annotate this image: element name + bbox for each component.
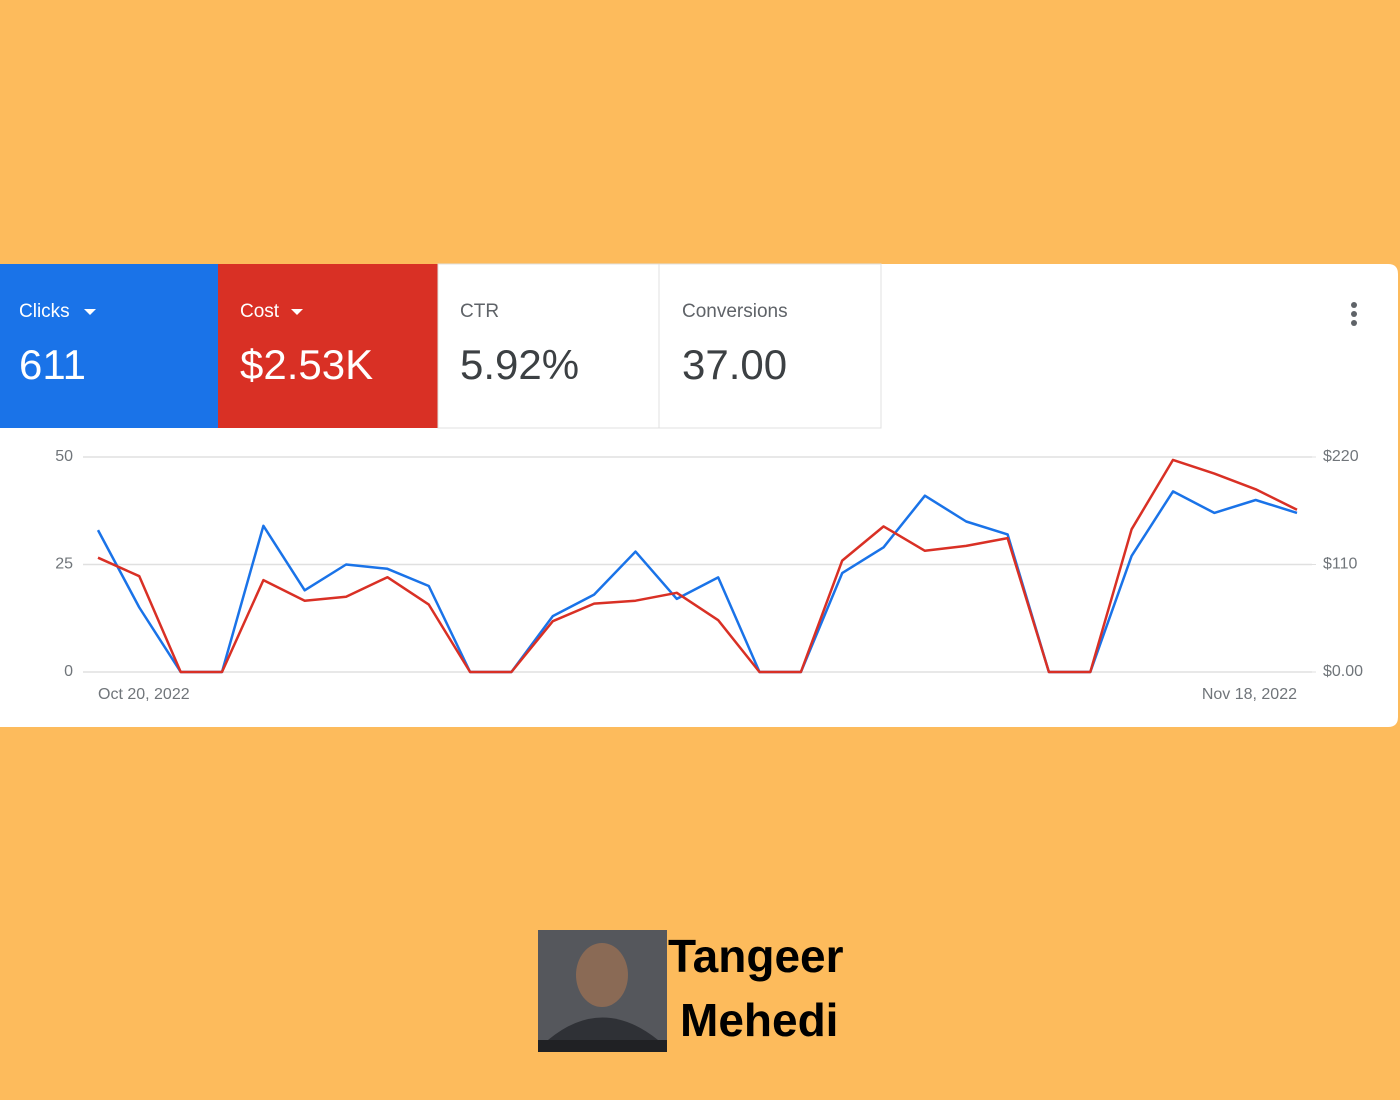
y-tick-label: 50 xyxy=(55,448,73,465)
dropdown-arrow[interactable] xyxy=(84,309,96,315)
card-label: CTR xyxy=(460,301,499,322)
author-name: Tangeer xyxy=(668,930,844,982)
card-label: Clicks xyxy=(19,301,70,322)
photo-bar xyxy=(538,1040,667,1052)
x-tick-label: Oct 20, 2022 xyxy=(98,686,190,703)
card-value: 611 xyxy=(19,341,86,388)
photo-face xyxy=(576,943,628,1007)
card-value: 5.92% xyxy=(460,341,579,388)
card-label: Cost xyxy=(240,301,280,322)
y-tick-label: 0 xyxy=(64,663,73,680)
more-menu[interactable] xyxy=(1351,302,1357,326)
series-line xyxy=(97,458,1298,674)
x-tick-label: Nov 18, 2022 xyxy=(1202,686,1297,703)
cost-card[interactable] xyxy=(218,264,438,428)
dropdown-arrow[interactable] xyxy=(291,309,303,315)
card-label: Conversions xyxy=(682,301,788,322)
card-value: $2.53K xyxy=(240,341,373,388)
y2-tick-label: $220 xyxy=(1323,448,1359,465)
y2-tick-label: $0.00 xyxy=(1323,663,1363,680)
card-value: 37.00 xyxy=(682,341,787,388)
author-name: Mehedi xyxy=(680,994,838,1046)
conversions-card[interactable] xyxy=(658,263,882,429)
y-tick-label: 25 xyxy=(55,556,73,573)
clicks-card[interactable] xyxy=(0,264,218,428)
y2-tick-label: $110 xyxy=(1323,556,1358,573)
